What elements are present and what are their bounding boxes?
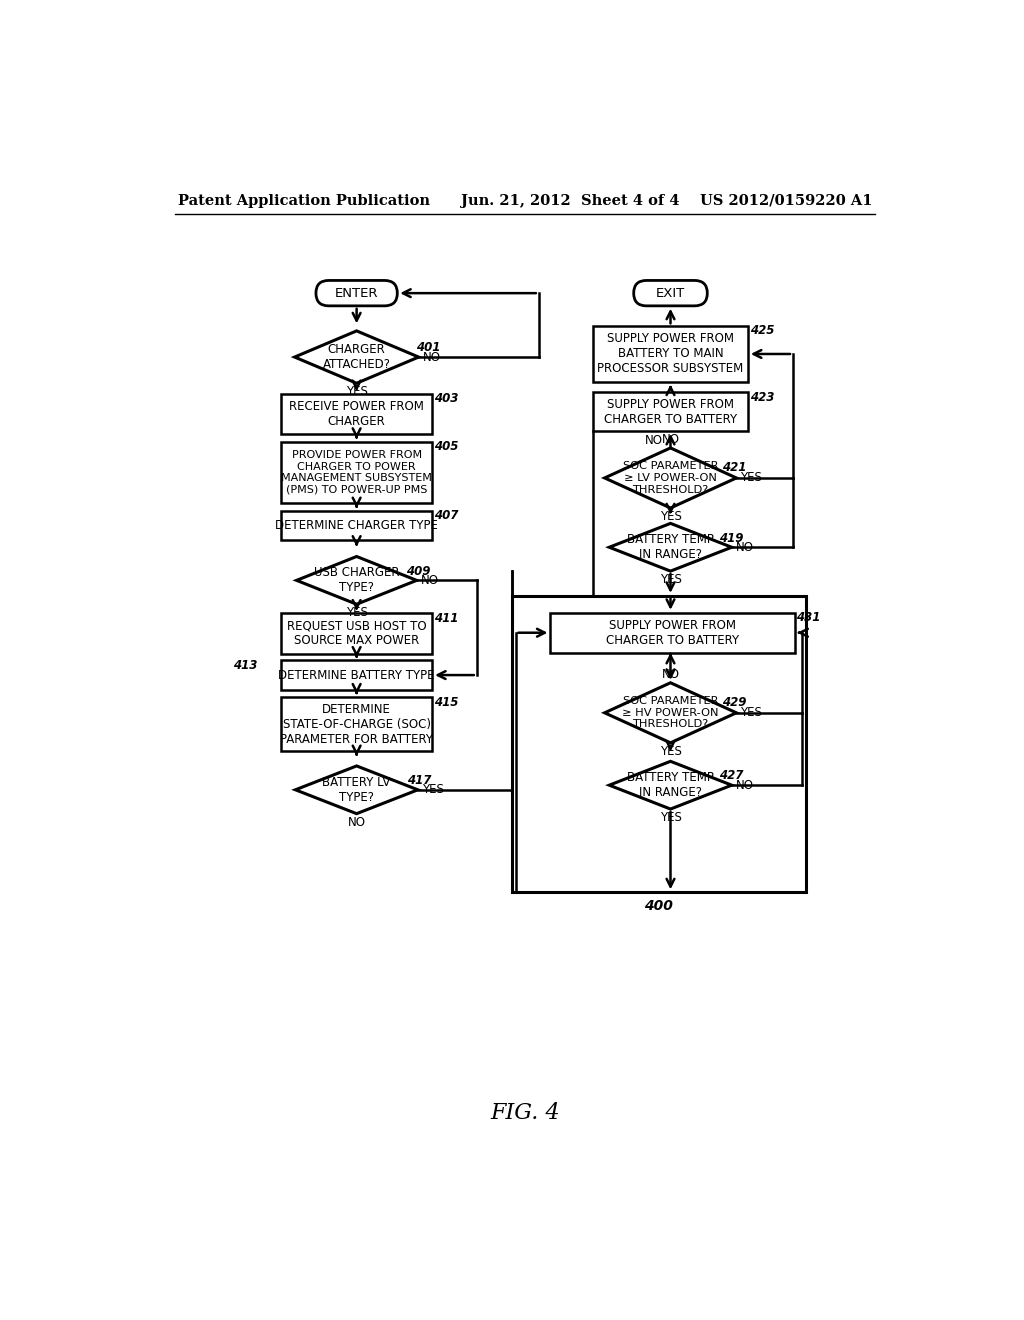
- Text: SOC PARAMETER
≥ HV POWER-ON
THRESHOLD?: SOC PARAMETER ≥ HV POWER-ON THRESHOLD?: [623, 696, 719, 730]
- Text: 411: 411: [434, 611, 458, 624]
- Text: NO: NO: [347, 816, 366, 829]
- Text: YES: YES: [659, 744, 681, 758]
- Text: BATTERY TEMP
IN RANGE?: BATTERY TEMP IN RANGE?: [627, 533, 714, 561]
- Text: DETERMINE BATTERY TYPE: DETERMINE BATTERY TYPE: [279, 668, 435, 681]
- Text: 401: 401: [417, 341, 440, 354]
- Text: 423: 423: [750, 391, 774, 404]
- Text: 407: 407: [434, 510, 458, 523]
- Polygon shape: [609, 524, 732, 572]
- Bar: [512, 595, 806, 892]
- Text: FIG. 4: FIG. 4: [490, 1102, 559, 1125]
- Text: YES: YES: [659, 510, 681, 523]
- Text: 415: 415: [434, 696, 458, 709]
- FancyBboxPatch shape: [316, 280, 397, 306]
- Text: 427: 427: [719, 770, 743, 783]
- Bar: [281, 660, 432, 689]
- Polygon shape: [297, 557, 417, 605]
- Text: US 2012/0159220 A1: US 2012/0159220 A1: [699, 194, 872, 207]
- Bar: [281, 614, 432, 653]
- Bar: [550, 612, 795, 653]
- Text: YES: YES: [659, 810, 681, 824]
- Text: NO: NO: [735, 779, 754, 792]
- Text: BATTERY LV
TYPE?: BATTERY LV TYPE?: [323, 776, 391, 804]
- Text: 431: 431: [796, 611, 820, 624]
- Text: SOC PARAMETER
≥ LV POWER-ON
THRESHOLD?: SOC PARAMETER ≥ LV POWER-ON THRESHOLD?: [623, 462, 718, 495]
- Text: 405: 405: [434, 440, 458, 453]
- Polygon shape: [609, 762, 732, 809]
- Text: PROVIDE POWER FROM
CHARGER TO POWER
MANAGEMENT SUBSYSTEM
(PMS) TO POWER-UP PMS: PROVIDE POWER FROM CHARGER TO POWER MANA…: [282, 450, 432, 495]
- Text: YES: YES: [346, 606, 368, 619]
- Polygon shape: [604, 682, 736, 743]
- Text: 417: 417: [407, 774, 431, 787]
- Bar: [593, 392, 748, 430]
- Text: 403: 403: [434, 392, 458, 405]
- Text: 429: 429: [722, 696, 746, 709]
- Text: 413: 413: [233, 659, 258, 672]
- FancyBboxPatch shape: [634, 280, 708, 306]
- Text: NO: NO: [735, 541, 754, 554]
- Bar: [281, 442, 432, 503]
- Bar: [281, 697, 432, 751]
- Text: 421: 421: [722, 461, 746, 474]
- Text: Patent Application Publication: Patent Application Publication: [178, 194, 430, 207]
- Text: BATTERY TEMP
IN RANGE?: BATTERY TEMP IN RANGE?: [627, 771, 714, 799]
- Text: ENTER: ENTER: [335, 286, 379, 300]
- Text: 425: 425: [750, 325, 774, 338]
- Text: NO: NO: [421, 574, 438, 587]
- Text: Jun. 21, 2012  Sheet 4 of 4: Jun. 21, 2012 Sheet 4 of 4: [461, 194, 680, 207]
- Polygon shape: [295, 331, 419, 383]
- Text: SUPPLY POWER FROM
CHARGER TO BATTERY: SUPPLY POWER FROM CHARGER TO BATTERY: [606, 619, 739, 647]
- Text: DETERMINE
STATE-OF-CHARGE (SOC)
PARAMETER FOR BATTERY: DETERMINE STATE-OF-CHARGE (SOC) PARAMETE…: [281, 702, 433, 746]
- Text: YES: YES: [740, 471, 762, 484]
- Text: EXIT: EXIT: [656, 286, 685, 300]
- Polygon shape: [604, 447, 736, 508]
- Text: NO: NO: [423, 351, 440, 363]
- Text: RECEIVE POWER FROM
CHARGER: RECEIVE POWER FROM CHARGER: [289, 400, 424, 428]
- Text: 419: 419: [719, 532, 743, 545]
- Text: YES: YES: [740, 706, 762, 719]
- Text: REQUEST USB HOST TO
SOURCE MAX POWER: REQUEST USB HOST TO SOURCE MAX POWER: [287, 619, 426, 648]
- Text: SUPPLY POWER FROM
BATTERY TO MAIN
PROCESSOR SUBSYSTEM: SUPPLY POWER FROM BATTERY TO MAIN PROCES…: [597, 333, 743, 375]
- Text: YES: YES: [422, 783, 443, 796]
- Text: 400: 400: [644, 899, 674, 913]
- Text: YES: YES: [346, 385, 368, 399]
- Bar: [281, 395, 432, 434]
- Text: NO: NO: [645, 434, 663, 447]
- Text: USB CHARGER
TYPE?: USB CHARGER TYPE?: [314, 566, 399, 594]
- Bar: [593, 326, 748, 381]
- Text: NO: NO: [662, 433, 680, 446]
- Text: YES: YES: [659, 573, 681, 586]
- Text: NO: NO: [662, 668, 680, 681]
- Bar: [281, 511, 432, 540]
- Text: 409: 409: [406, 565, 430, 578]
- Text: CHARGER
ATTACHED?: CHARGER ATTACHED?: [323, 343, 390, 371]
- Text: DETERMINE CHARGER TYPE: DETERMINE CHARGER TYPE: [275, 519, 438, 532]
- Text: SUPPLY POWER FROM
CHARGER TO BATTERY: SUPPLY POWER FROM CHARGER TO BATTERY: [604, 397, 737, 426]
- Polygon shape: [295, 766, 418, 813]
